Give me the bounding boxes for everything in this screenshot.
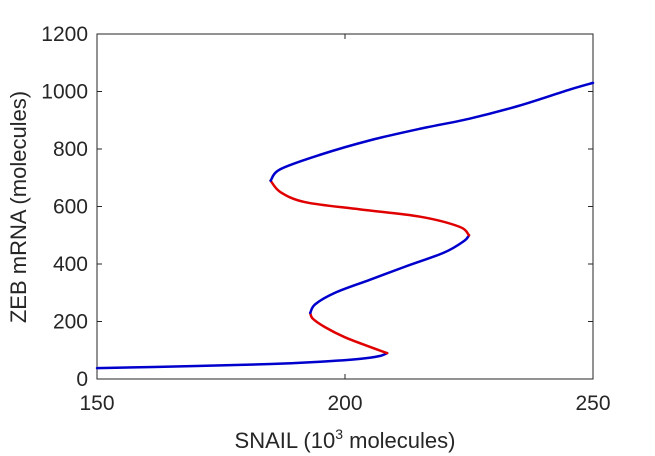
axis-ticks [96, 33, 594, 380]
y-tick-label: 0 [76, 368, 88, 391]
x-axis-label: SNAIL (103 molecules) [235, 426, 456, 453]
y-tick-label: 400 [53, 253, 88, 276]
series-line-stable-2 [309, 234, 471, 315]
y-tick-label: 1000 [41, 81, 88, 104]
series-line-unstable-1 [309, 311, 389, 355]
x-tick-label: 200 [327, 392, 362, 415]
x-tick-label: 150 [79, 392, 114, 415]
y-axis-label: ZEB mRNA (molecules) [6, 91, 31, 323]
series-line-unstable-3 [269, 179, 471, 237]
y-tick-label: 600 [53, 196, 88, 219]
series-line-stable-0 [95, 351, 389, 370]
tick-labels: 150 200 250 0 200 400 600 800 1000 1200 [41, 23, 610, 415]
y-tick-label: 200 [53, 311, 88, 334]
series-line-stable-4 [269, 81, 595, 182]
x-tick-label: 250 [575, 392, 610, 415]
series-group [95, 81, 595, 370]
y-tick-label: 800 [53, 138, 88, 161]
y-tick-label: 1200 [41, 23, 88, 46]
